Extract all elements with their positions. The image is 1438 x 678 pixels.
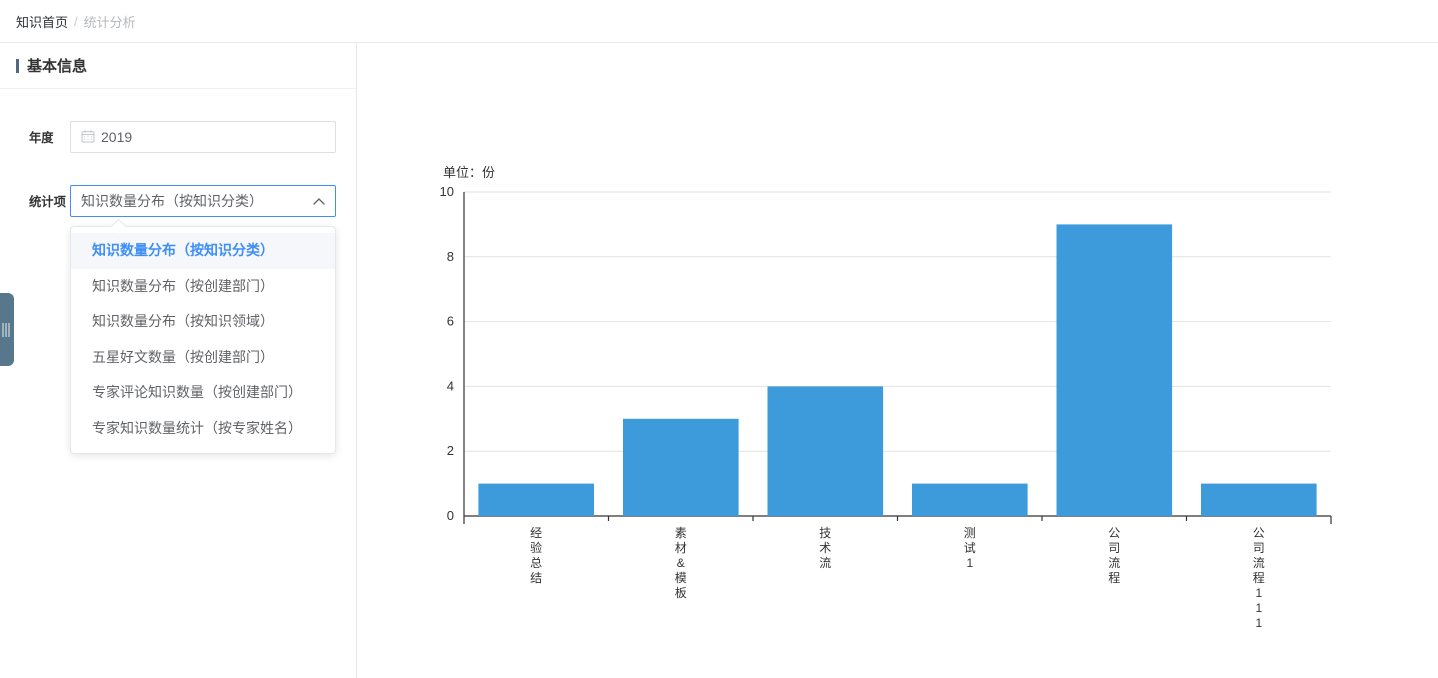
svg-text:10: 10	[440, 184, 454, 199]
svg-text:0: 0	[447, 508, 454, 523]
svg-text:8: 8	[447, 249, 454, 264]
svg-text:4: 4	[447, 378, 454, 393]
svg-text:2: 2	[447, 443, 454, 458]
svg-text:6: 6	[447, 314, 454, 329]
